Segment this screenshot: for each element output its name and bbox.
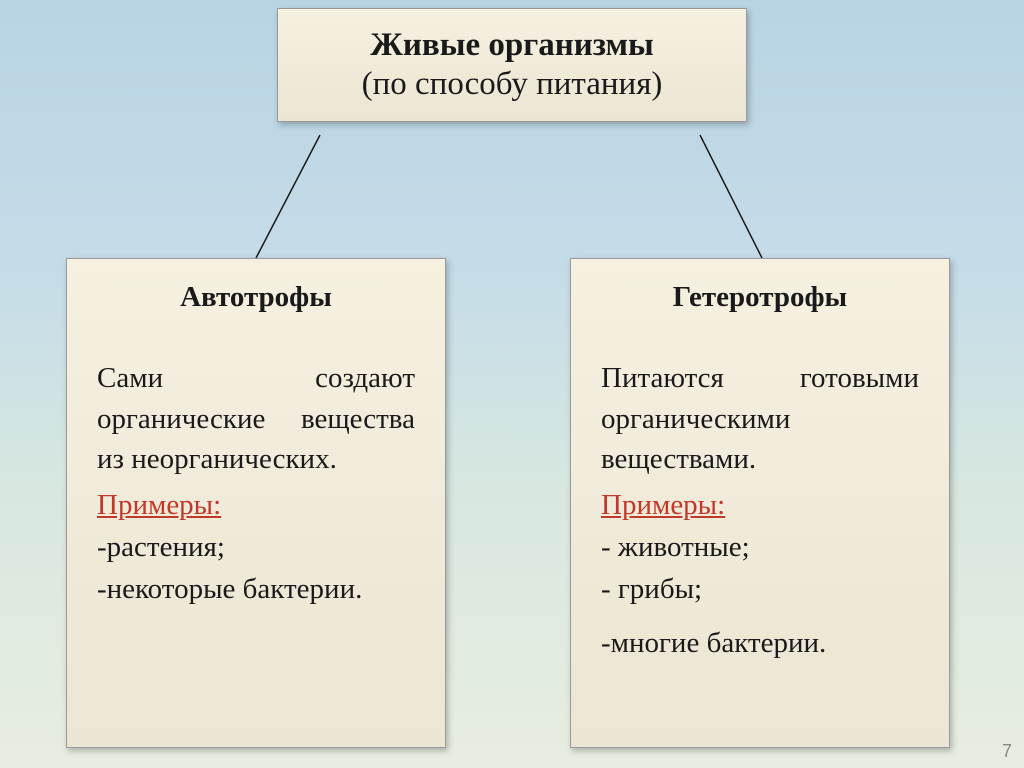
left-node-autotrophs: Автотрофы Сами создают органические веще… bbox=[66, 258, 446, 748]
left-example-1: -растения; bbox=[97, 526, 415, 568]
right-examples-label: Примеры: bbox=[601, 484, 919, 526]
left-examples-label: Примеры: bbox=[97, 484, 415, 526]
right-example-2: - грибы; bbox=[601, 568, 919, 610]
root-node: Живые организмы (по способу питания) bbox=[277, 8, 747, 122]
right-example-1: - животные; bbox=[601, 526, 919, 568]
right-node-heterotrophs: Гетеротрофы Питаются готовыми органическ… bbox=[570, 258, 950, 748]
slide-number: 7 bbox=[1002, 741, 1012, 762]
left-example-2: -некоторые бактерии. bbox=[97, 568, 415, 610]
right-title: Гетеротрофы bbox=[601, 281, 919, 314]
left-description: Сами создают органические вещества из не… bbox=[97, 358, 415, 480]
root-subtitle: (по способу питания) bbox=[308, 66, 716, 103]
left-title: Автотрофы bbox=[97, 281, 415, 314]
right-example-3: -многие бактерии. bbox=[601, 622, 919, 664]
right-description: Питаются готовыми органическими вещества… bbox=[601, 358, 919, 480]
root-title: Живые организмы bbox=[308, 27, 716, 64]
